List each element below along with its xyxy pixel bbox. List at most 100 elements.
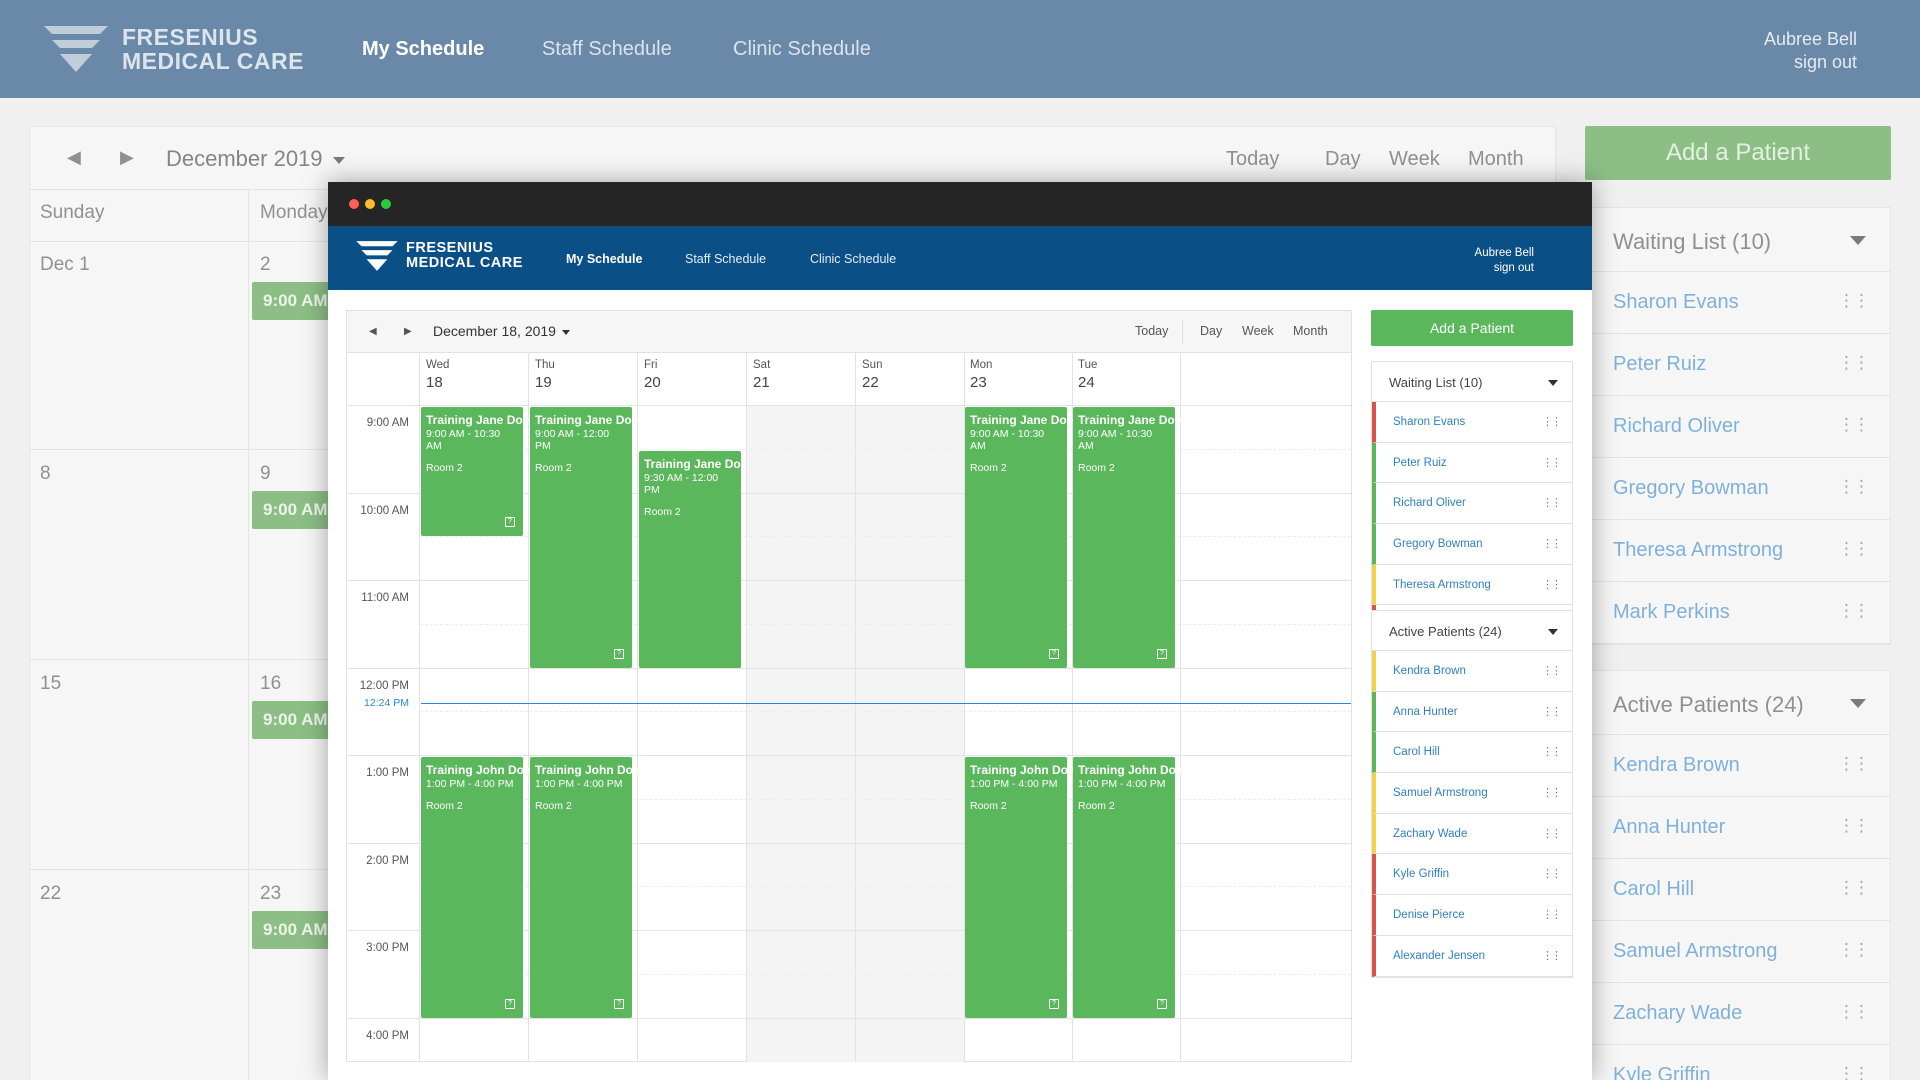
bg-list-item[interactable]: Mark Perkins ⋮⋮ bbox=[1586, 582, 1890, 644]
patient-name[interactable]: Anna Hunter bbox=[1393, 705, 1458, 718]
bg-list-item[interactable]: Peter Ruiz ⋮⋮ bbox=[1586, 334, 1890, 396]
drag-handle-icon[interactable]: ⋮⋮ bbox=[1838, 353, 1870, 372]
active-patients-header[interactable]: Active Patients (24) bbox=[1372, 611, 1572, 651]
bg-prev-arrow-icon[interactable]: ◀ bbox=[67, 147, 81, 167]
patient-name[interactable]: Carol Hill bbox=[1393, 746, 1440, 759]
bg-next-arrow-icon[interactable]: ▶ bbox=[120, 147, 134, 167]
patient-name[interactable]: Peter Ruiz bbox=[1393, 456, 1447, 469]
note-icon[interactable]: ? bbox=[1157, 998, 1167, 1009]
day-header-wed[interactable]: Wed 18 bbox=[420, 353, 529, 405]
drag-handle-icon[interactable]: ⋮⋮ bbox=[1542, 787, 1562, 800]
bg-add-patient-button[interactable]: Add a Patient bbox=[1585, 126, 1891, 180]
nav-my-schedule[interactable]: My Schedule bbox=[566, 252, 643, 266]
bg-view-day[interactable]: Day bbox=[1325, 148, 1361, 170]
bg-list-item[interactable]: Samuel Armstrong ⋮⋮ bbox=[1586, 921, 1890, 983]
day-header-sat[interactable]: Sat 21 bbox=[747, 353, 856, 405]
patient-list-item[interactable]: Kyle Griffin ⋮⋮ bbox=[1372, 854, 1572, 896]
patient-list-item[interactable]: Alexander Jensen ⋮⋮ bbox=[1372, 935, 1572, 977]
appointment-event[interactable]: Training Jane Doe 9:30 AM - 12:00 PM Room … bbox=[639, 450, 747, 668]
drag-handle-icon[interactable]: ⋮⋮ bbox=[1838, 816, 1870, 835]
view-week-button[interactable]: Week bbox=[1242, 324, 1274, 338]
note-icon[interactable]: ? bbox=[505, 517, 515, 528]
appointment-event[interactable]: Training Jane Doe 9:00 AM - 10:30 AM Room … bbox=[1073, 407, 1181, 668]
bg-month-picker[interactable]: December 2019 bbox=[166, 146, 345, 172]
prev-week-icon[interactable]: ◀ bbox=[369, 326, 377, 337]
drag-handle-icon[interactable]: ⋮⋮ bbox=[1838, 1064, 1870, 1080]
bg-waiting-list-title[interactable]: Waiting List (10) bbox=[1586, 208, 1890, 272]
bg-list-item[interactable]: Zachary Wade ⋮⋮ bbox=[1586, 983, 1890, 1045]
next-week-icon[interactable]: ▶ bbox=[404, 326, 412, 337]
drag-handle-icon[interactable]: ⋮⋮ bbox=[1838, 539, 1870, 558]
patient-list-item[interactable]: Carol Hill ⋮⋮ bbox=[1372, 732, 1572, 774]
drag-handle-icon[interactable]: ⋮⋮ bbox=[1542, 497, 1562, 510]
waiting-list-header[interactable]: Waiting List (10) bbox=[1372, 362, 1572, 402]
minimize-window-icon[interactable] bbox=[365, 199, 375, 209]
patient-name[interactable]: Theresa Armstrong bbox=[1393, 578, 1491, 591]
drag-handle-icon[interactable]: ⋮⋮ bbox=[1838, 601, 1870, 620]
patient-list-item[interactable]: Samuel Armstrong ⋮⋮ bbox=[1372, 773, 1572, 814]
appointment-event[interactable]: Training John Doe 1:00 PM - 4:00 PM Room 2… bbox=[1073, 757, 1183, 1018]
patient-name[interactable]: Gregory Bowman bbox=[1393, 538, 1483, 551]
drag-handle-icon[interactable]: ⋮⋮ bbox=[1542, 827, 1562, 840]
view-month-button[interactable]: Month bbox=[1293, 324, 1328, 338]
bg-view-week[interactable]: Week bbox=[1389, 148, 1440, 170]
drag-handle-icon[interactable]: ⋮⋮ bbox=[1542, 538, 1562, 551]
sign-out-link[interactable]: sign out bbox=[1493, 262, 1534, 274]
day-column[interactable] bbox=[1072, 405, 1181, 1062]
bg-date-cell[interactable]: 16 bbox=[260, 673, 282, 694]
appointment-event[interactable]: Training Jane Doe 9:00 AM - 12:00 PM Room … bbox=[530, 407, 638, 668]
patient-list-item[interactable]: Richard Oliver ⋮⋮ bbox=[1372, 483, 1572, 525]
patient-list-item[interactable]: Anna Hunter ⋮⋮ bbox=[1372, 691, 1572, 733]
nav-staff-schedule[interactable]: Staff Schedule bbox=[685, 252, 767, 266]
close-window-icon[interactable] bbox=[349, 199, 359, 209]
patient-name[interactable]: Sharon Evans bbox=[1393, 416, 1466, 428]
drag-handle-icon[interactable]: ⋮⋮ bbox=[1838, 291, 1870, 310]
day-column[interactable] bbox=[638, 405, 747, 1062]
add-patient-button[interactable]: Add a Patient bbox=[1371, 310, 1573, 346]
drag-handle-icon[interactable]: ⋮⋮ bbox=[1838, 754, 1870, 773]
bg-nav-staff-schedule[interactable]: Staff Schedule bbox=[542, 38, 672, 60]
maximize-window-icon[interactable] bbox=[381, 199, 391, 209]
bg-date-cell[interactable]: 8 bbox=[40, 463, 51, 484]
drag-handle-icon[interactable]: ⋮⋮ bbox=[1542, 746, 1562, 759]
bg-date-cell[interactable]: 22 bbox=[40, 883, 62, 904]
day-header-mon[interactable]: Mon 23 bbox=[964, 353, 1073, 405]
drag-handle-icon[interactable]: ⋮⋮ bbox=[1838, 940, 1870, 959]
patient-list-item[interactable]: Kendra Brown ⋮⋮ bbox=[1372, 651, 1572, 692]
bg-date-cell[interactable]: Dec 1 bbox=[40, 254, 90, 275]
day-column[interactable] bbox=[420, 405, 529, 1062]
day-header-fri[interactable]: Fri 20 bbox=[638, 353, 747, 405]
drag-handle-icon[interactable]: ⋮⋮ bbox=[1542, 868, 1562, 881]
bg-list-item[interactable]: Kendra Brown ⋮⋮ bbox=[1586, 735, 1890, 797]
drag-handle-icon[interactable]: ⋮⋮ bbox=[1838, 878, 1870, 897]
date-picker[interactable]: December 18, 2019 bbox=[433, 323, 570, 339]
drag-handle-icon[interactable]: ⋮⋮ bbox=[1838, 477, 1870, 496]
patient-list-item[interactable]: Sharon Evans ⋮⋮ bbox=[1372, 402, 1572, 443]
patient-list-item[interactable]: Gregory Bowman ⋮⋮ bbox=[1372, 524, 1572, 565]
drag-handle-icon[interactable]: ⋮⋮ bbox=[1542, 578, 1562, 591]
bg-date-cell[interactable]: 2 bbox=[260, 254, 271, 275]
patient-list-item[interactable]: Zachary Wade ⋮⋮ bbox=[1372, 813, 1572, 855]
patient-list-item[interactable]: Peter Ruiz ⋮⋮ bbox=[1372, 442, 1572, 484]
patient-list-item[interactable]: Denise Pierce ⋮⋮ bbox=[1372, 895, 1572, 936]
appointment-event[interactable]: Training Jane Doe 9:00 AM - 10:30 AM Room … bbox=[965, 407, 1073, 668]
patient-name[interactable]: Richard Oliver bbox=[1393, 497, 1466, 510]
drag-handle-icon[interactable]: ⋮⋮ bbox=[1838, 415, 1870, 434]
day-header-thu[interactable]: Thu 19 bbox=[529, 353, 638, 405]
day-column[interactable] bbox=[856, 405, 965, 1062]
appointment-event[interactable]: Training Jane Doe 9:00 AM - 10:30 AM Room … bbox=[421, 407, 529, 537]
day-header-tue[interactable]: Tue 24 bbox=[1072, 353, 1181, 405]
window-titlebar[interactable] bbox=[328, 182, 1592, 226]
appointment-event[interactable]: Training John Doe 1:00 PM - 4:00 PM Room 2… bbox=[965, 757, 1075, 1018]
patient-name[interactable]: Samuel Armstrong bbox=[1393, 787, 1488, 800]
bg-nav-clinic-schedule[interactable]: Clinic Schedule bbox=[733, 38, 871, 60]
bg-list-item[interactable]: Anna Hunter ⋮⋮ bbox=[1586, 797, 1890, 859]
bg-date-cell[interactable]: 9 bbox=[260, 463, 271, 484]
day-column[interactable] bbox=[747, 405, 856, 1062]
drag-handle-icon[interactable]: ⋮⋮ bbox=[1542, 456, 1562, 469]
note-icon[interactable]: ? bbox=[505, 998, 515, 1009]
day-column[interactable] bbox=[529, 405, 638, 1062]
drag-handle-icon[interactable]: ⋮⋮ bbox=[1542, 949, 1562, 962]
view-today-button[interactable]: Today bbox=[1135, 324, 1169, 338]
bg-sign-out-link[interactable]: sign out bbox=[1793, 52, 1857, 72]
